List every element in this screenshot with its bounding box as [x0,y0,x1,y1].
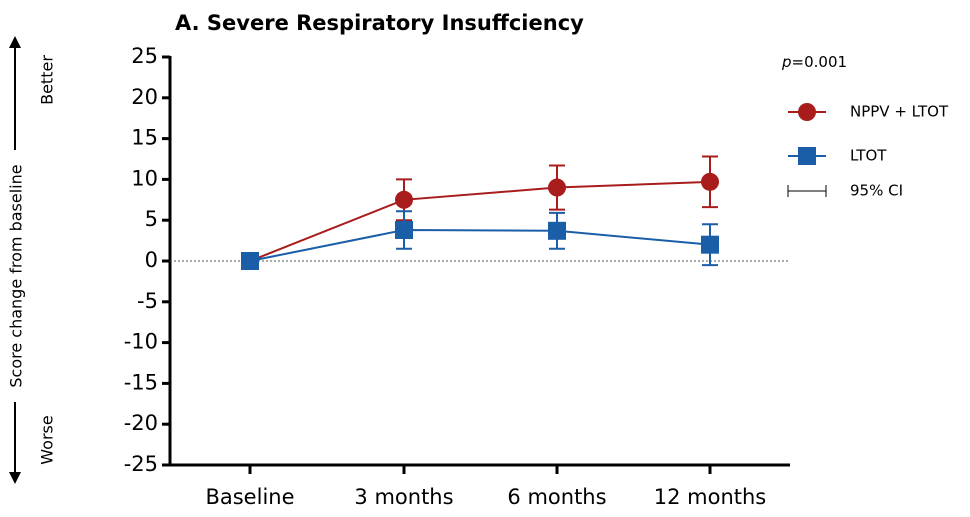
y-tick-label: 20 [131,85,158,109]
x-tick-label: 3 months [354,485,453,509]
data-point [395,220,413,239]
series-line [249,228,711,262]
y-tick-label: 0 [145,248,158,272]
data-point [701,172,719,191]
worse-label: Worse [38,415,57,464]
y-tick-label: 10 [131,166,158,190]
y-axis-label: Score change from baseline [7,164,26,387]
y-tick-label: -25 [124,452,158,476]
ci-legend-label: 95% CI [850,182,903,200]
p-symbol: p [781,53,792,71]
x-tick-label: 6 months [507,485,606,509]
chart-title: A. Severe Respiratory Insuffciency [175,11,584,35]
data-point [395,190,413,209]
y-tick-label: -15 [124,370,158,394]
legend-marker [798,147,816,165]
p-text: =0.001 [792,53,848,71]
data-point [701,235,719,254]
series-line [249,180,711,262]
data-point [241,252,259,270]
data-point [548,178,566,197]
y-tick-label: 25 [131,44,158,68]
y-tick-label: -10 [124,330,158,354]
better-label: Better [38,55,57,105]
y-tick-label: -20 [124,411,158,435]
y-tick-label: 5 [145,207,158,231]
data-point [548,221,566,240]
legend-label: NPPV + LTOT [850,103,949,121]
legend-label: LTOT [850,147,887,165]
x-tick-label: 12 months [654,485,767,509]
y-tick-label: 15 [131,126,158,150]
x-tick-label: Baseline [205,485,294,509]
y-tick-label: -5 [137,289,158,313]
p-value: p=0.001 [781,53,847,71]
legend-marker [798,103,816,121]
